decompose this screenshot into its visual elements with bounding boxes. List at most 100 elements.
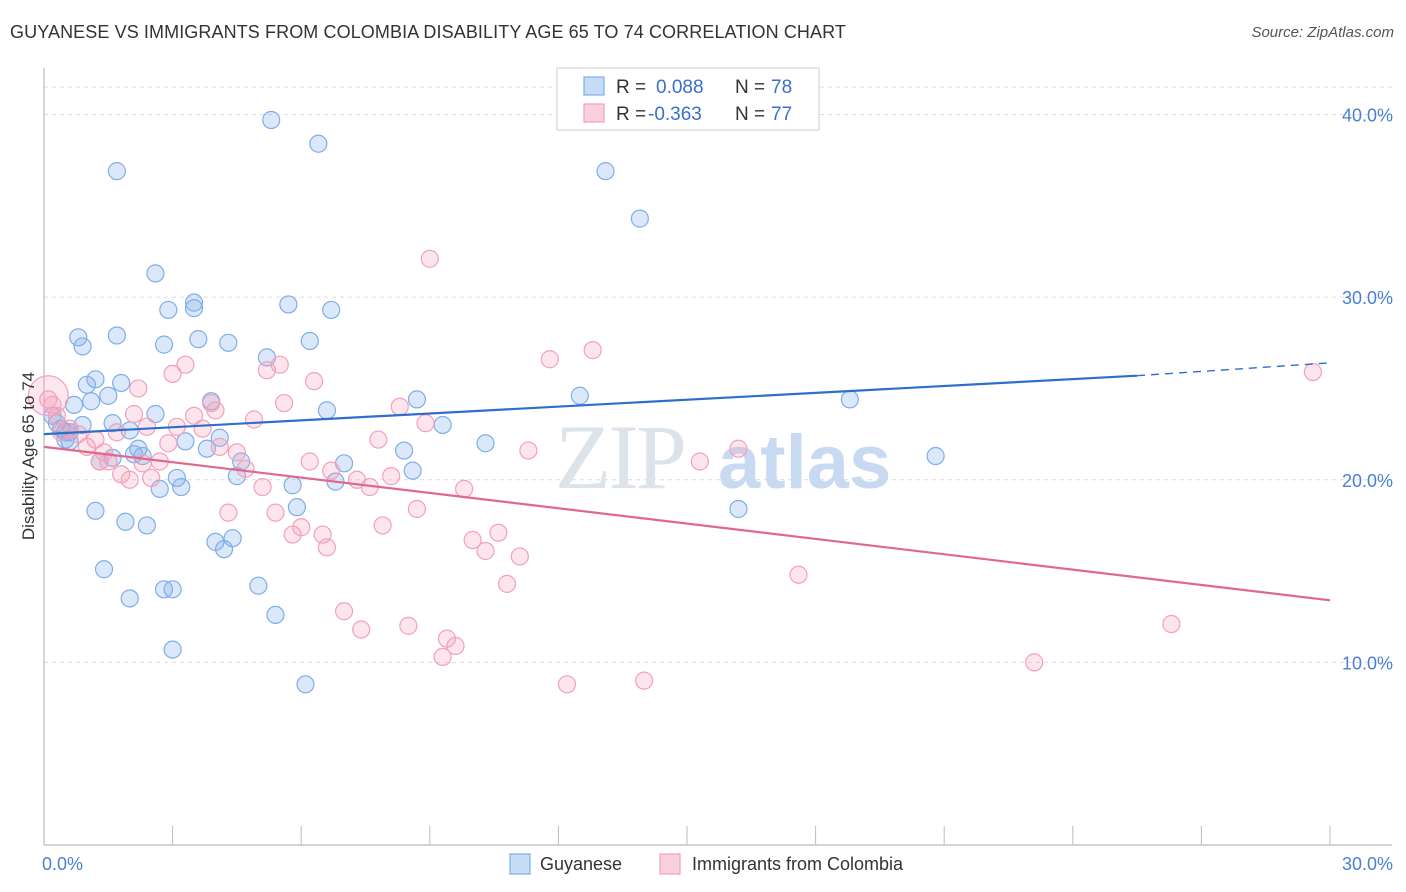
guyanese-point (403, 461, 422, 480)
guyanese-point (73, 337, 92, 356)
guyanese-point (926, 446, 945, 466)
colombia-point (227, 443, 246, 462)
colombia-point (159, 434, 178, 453)
chart-source: Source: ZipAtlas.com (1251, 24, 1394, 41)
guyanese-point (279, 295, 298, 314)
guyanese-point (120, 589, 139, 608)
guyanese-point (249, 576, 268, 595)
colombia-point (1303, 362, 1322, 382)
colombia-trend-line (43, 445, 1331, 602)
guyanese-point (86, 501, 105, 520)
guyanese-trend-extension (1137, 362, 1331, 377)
colombia-point (334, 602, 354, 621)
colombia-point (407, 499, 427, 519)
colombia-point (304, 372, 324, 391)
guyanese-point (159, 300, 178, 320)
colombia-point (373, 516, 392, 535)
colombia-point (142, 468, 161, 488)
colombia-point (69, 425, 88, 444)
y-axis-label: Disability Age 65 to 74 (19, 372, 38, 540)
colombia-point (390, 397, 409, 416)
guyanese-point (840, 390, 859, 409)
x-tick-label-min: 0.0% (42, 854, 83, 874)
colombia-point (124, 404, 144, 424)
guyanese-point (116, 512, 135, 531)
guyanese-point (86, 370, 105, 389)
watermark: ZIP atlas (555, 406, 891, 508)
colombia-point (540, 350, 559, 369)
colombia-point (244, 410, 264, 429)
legend-n-value-colombia: 77 (771, 104, 792, 125)
trend-lines (43, 362, 1331, 602)
y-tick-labels: 10.0% 20.0% 30.0% 40.0% (1342, 106, 1393, 674)
colombia-point (210, 437, 229, 456)
colombia-point (300, 452, 319, 471)
watermark-atlas: atlas (718, 420, 891, 505)
guyanese-point (322, 300, 341, 320)
colombia-point (433, 647, 452, 667)
colombia-point (292, 518, 311, 537)
watermark-zip: ZIP (555, 406, 684, 508)
bottom-legend-label-guyanese: Guyanese (540, 854, 622, 874)
guyanese-point (394, 441, 414, 460)
colombia-point (557, 675, 577, 694)
y-tick-label: 30.0% (1342, 288, 1393, 308)
colombia-point (519, 441, 538, 460)
guyanese-point (309, 134, 328, 153)
colombia-point (107, 423, 126, 442)
colombia-point (729, 439, 748, 458)
legend-r-value-guyanese: 0.088 (656, 77, 704, 98)
legend-n-value-guyanese: 78 (771, 77, 792, 98)
guyanese-trend-line (43, 374, 1138, 436)
colombia-point (253, 477, 272, 497)
legend-r-value-colombia: -0.363 (648, 104, 702, 125)
colombia-point (322, 461, 341, 480)
colombia-point (236, 459, 255, 478)
colombia-point (416, 414, 435, 433)
guyanese-point (112, 373, 131, 393)
colombia-point (382, 467, 401, 486)
bottom-legend: Guyanese Immigrants from Colombia (509, 853, 904, 875)
legend-n-label-guyanese: N = (735, 77, 765, 98)
colombia-point (27, 375, 69, 417)
guyanese-point (137, 516, 156, 535)
guyanese-point (154, 580, 174, 599)
colombia-point (266, 503, 285, 522)
guyanese-point (300, 331, 319, 351)
colombia-point (317, 538, 337, 557)
colombia-point (476, 541, 495, 561)
colombia-point (206, 401, 225, 420)
colombia-point (219, 503, 238, 522)
legend-swatch-colombia (583, 103, 605, 123)
guyanese-point (184, 293, 204, 312)
colombia-point (690, 452, 709, 471)
y-tick-label: 10.0% (1342, 653, 1393, 673)
guyanese-point (167, 468, 186, 488)
colombia-point (163, 364, 182, 383)
guyanese-point (107, 326, 126, 345)
colombia-point (43, 395, 62, 414)
x-ticks (43, 826, 1331, 845)
colombia-point (137, 417, 156, 436)
guyanese-point (146, 404, 165, 424)
colombia-point (446, 636, 465, 656)
colombia-point (129, 379, 148, 398)
guyanese-point (184, 299, 204, 318)
colombia-point (120, 470, 139, 489)
guyanese-point (407, 390, 427, 409)
bottom-legend-label-colombia: Immigrants from Colombia (692, 854, 904, 874)
guyanese-point (729, 499, 748, 519)
colombia-point (274, 393, 294, 413)
colombia-point (1025, 653, 1044, 672)
guyanese-points (43, 110, 945, 694)
guyanese-point (146, 264, 165, 283)
legend-r-label-colombia: R = (616, 104, 646, 125)
guyanese-point (570, 386, 589, 405)
guyanese-point (82, 392, 101, 411)
colombia-point (399, 616, 418, 635)
guyanese-point (163, 640, 182, 659)
x-tick-label-max: 30.0% (1342, 854, 1393, 874)
bottom-legend-swatch-colombia (659, 853, 681, 875)
colombia-point (789, 565, 808, 584)
